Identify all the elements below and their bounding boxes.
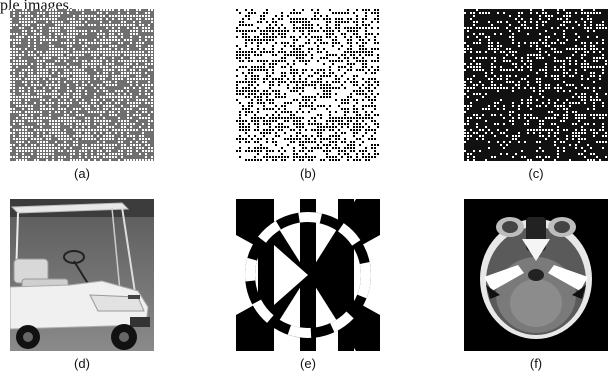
panel-caption-b: (b) [300,166,316,181]
noise-image-a [10,9,154,161]
noise-image-c [464,9,608,161]
figure-panel-c: (c) [464,9,608,181]
figure-panel-a: (a) [10,9,154,181]
noise-image-b [236,9,380,161]
figure-panel-b: (b) [236,9,380,181]
panel-caption-c: (c) [528,166,544,181]
panel-caption-f: (f) [529,356,543,371]
figure-panel-d: (d) [10,199,154,371]
panel-caption-a: (a) [74,166,90,181]
geometric-pattern-image [236,199,380,351]
panel-caption-d: (d) [74,356,90,371]
panel-caption-e: (e) [300,356,316,371]
figure-panel-f: (f) [464,199,608,371]
golf-cart-photo [10,199,154,351]
ct-scan-image [464,199,608,351]
figure-panel-e: (e) [236,199,380,371]
